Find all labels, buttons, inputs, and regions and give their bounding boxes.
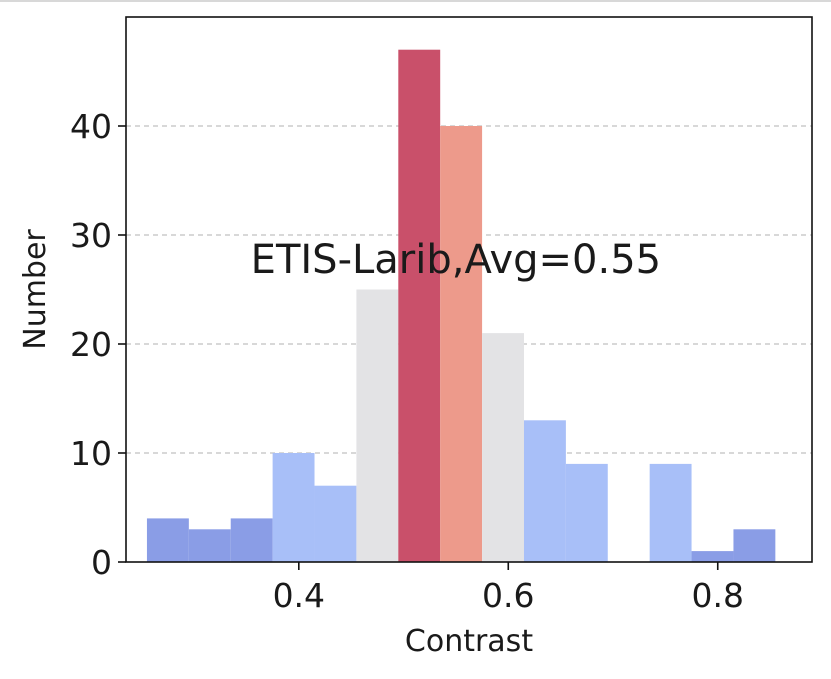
x-tick-label: 0.4 bbox=[273, 576, 325, 615]
bars bbox=[146, 49, 776, 562]
histogram-bar bbox=[733, 529, 776, 562]
y-tick-label: 10 bbox=[70, 434, 112, 473]
chart-annotation: ETIS-Larib,Avg=0.55 bbox=[251, 237, 661, 283]
histogram-bar bbox=[482, 333, 524, 562]
y-ticks: 0 10 20 30 40 bbox=[70, 107, 126, 582]
y-tick-label: 40 bbox=[70, 107, 112, 146]
x-ticks: 0.4 0.6 0.8 bbox=[273, 562, 744, 615]
histogram-bar bbox=[356, 289, 399, 562]
y-axis-title: Number bbox=[18, 229, 53, 350]
top-border bbox=[0, 0, 831, 2]
histogram-bar bbox=[649, 463, 692, 562]
histogram-bar bbox=[146, 518, 189, 562]
x-axis-title: Contrast bbox=[405, 624, 533, 659]
plot-frame bbox=[125, 16, 813, 563]
histogram-bar bbox=[440, 126, 483, 562]
axes bbox=[125, 16, 813, 563]
histogram-bar bbox=[523, 420, 566, 562]
histogram-bar bbox=[230, 518, 273, 562]
histogram-bar bbox=[565, 463, 608, 562]
x-tick-label: 0.8 bbox=[691, 576, 743, 615]
histogram-bar bbox=[188, 529, 231, 562]
histogram-bar bbox=[272, 453, 315, 562]
x-tick-label: 0.6 bbox=[482, 576, 534, 615]
y-tick-label: 0 bbox=[91, 543, 112, 582]
histogram-bar bbox=[691, 551, 734, 562]
histogram-bar bbox=[398, 49, 441, 562]
y-tick-label: 20 bbox=[70, 325, 112, 364]
y-tick-label: 30 bbox=[70, 216, 112, 255]
histogram-bar bbox=[314, 485, 357, 562]
